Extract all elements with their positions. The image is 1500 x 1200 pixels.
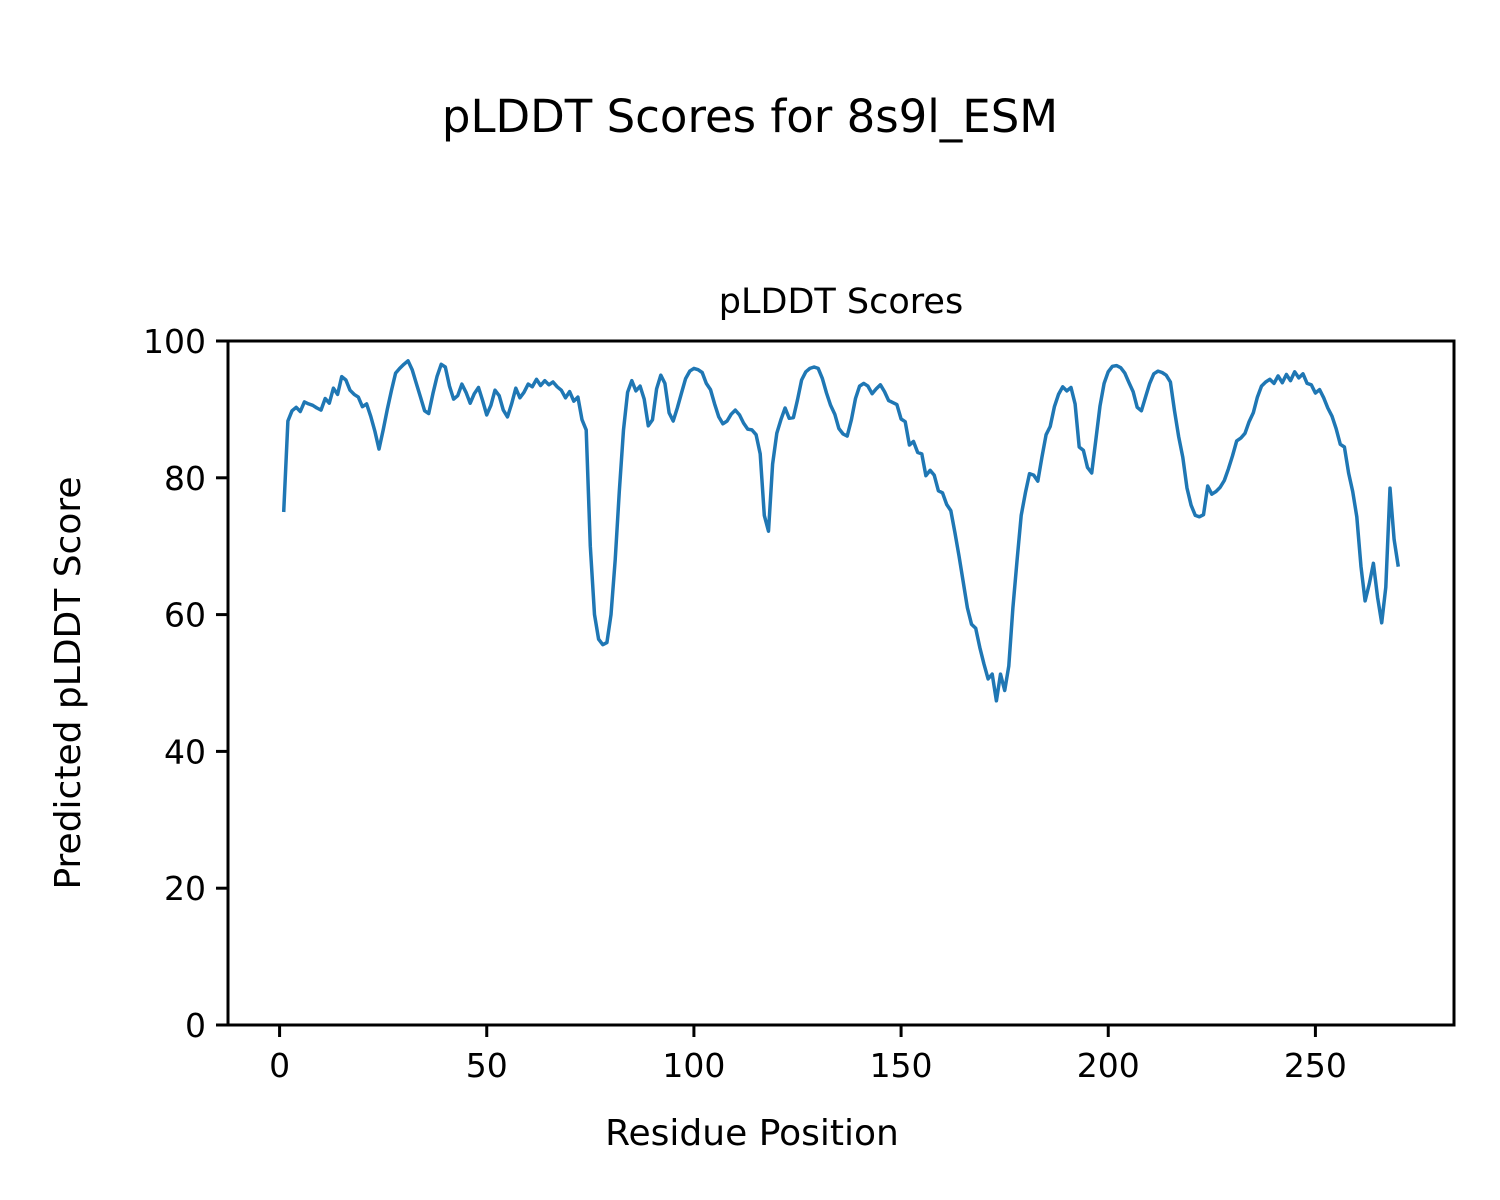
x-tick-label: 200 (1077, 1046, 1140, 1085)
figure-title: pLDDT Scores for 8s9l_ESM (441, 90, 1059, 143)
y-tick-label: 0 (185, 1006, 206, 1045)
y-tick-label: 20 (164, 869, 206, 908)
y-tick-label: 40 (164, 732, 206, 771)
axes-title: pLDDT Scores (719, 282, 963, 322)
plot-area: 0 50 100 150 200 250 0 20 40 60 80 100 (143, 322, 1401, 1085)
y-tick-label: 80 (164, 459, 206, 498)
y-axis-label: Predicted pLDDT Score (48, 476, 89, 889)
y-tick-label: 100 (143, 322, 206, 361)
x-tick-label: 0 (269, 1046, 290, 1085)
axes-spines (226, 339, 1456, 1027)
x-tick-label: 250 (1284, 1046, 1347, 1085)
x-tick-label: 150 (870, 1046, 933, 1085)
x-tick-label: 50 (466, 1046, 508, 1085)
y-tick-label: 60 (164, 596, 206, 635)
plddt-line (281, 359, 1401, 703)
x-axis-label: Residue Position (605, 1113, 899, 1154)
x-tick-label: 100 (662, 1046, 725, 1085)
